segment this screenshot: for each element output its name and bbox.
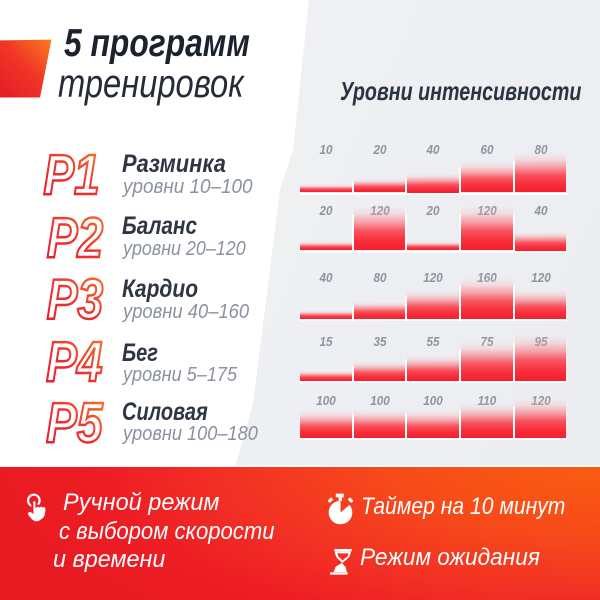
svg-text:P4: P4 xyxy=(46,330,102,394)
svg-text:P2: P2 xyxy=(47,205,104,269)
svg-text:P3: P3 xyxy=(47,267,104,331)
svg-text:P1: P1 xyxy=(43,142,99,206)
svg-text:P5: P5 xyxy=(46,391,104,455)
